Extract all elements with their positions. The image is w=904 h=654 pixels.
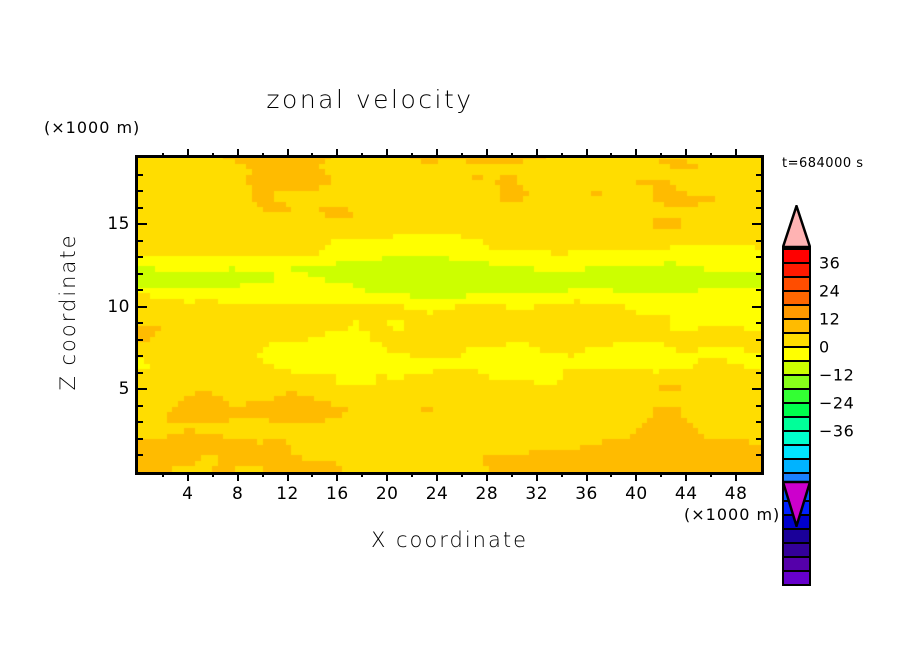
- x-axis-tick-label: 12: [276, 484, 299, 504]
- x-axis-tick-label: 8: [232, 484, 244, 504]
- colorbar-cell: [784, 390, 809, 404]
- colorbar-cell: [784, 320, 809, 334]
- colorbar-cell: [784, 250, 809, 264]
- x-axis-tick-label: 16: [326, 484, 349, 504]
- colorbar-cell: [784, 544, 809, 558]
- y-axis-tick-label: 5: [118, 379, 130, 400]
- colorbar-cell: [784, 292, 809, 306]
- x-axis-tick-label: 44: [674, 484, 698, 504]
- colorbar-low-overflow-arrow: [782, 480, 811, 527]
- colorbar-cell: [784, 404, 809, 418]
- colorbar-cell: [784, 306, 809, 320]
- colorbar-cell: [784, 530, 809, 544]
- colorbar-cell: [784, 558, 809, 572]
- colorbar-cell: [784, 278, 809, 292]
- timestamp-annotation: t=684000 s: [782, 156, 864, 171]
- x-axis-tick-label: 28: [475, 484, 499, 504]
- contour-plot-area: [135, 155, 764, 475]
- x-axis-unit-label: (×1000 m): [684, 505, 781, 524]
- colorbar-cell: [784, 460, 809, 474]
- x-axis-tick-label: 20: [375, 484, 399, 504]
- colorbar-cell: [784, 432, 809, 446]
- colorbar-tick-label: 36: [819, 253, 841, 273]
- colorbar-cell: [784, 264, 809, 278]
- colorbar-cell: [784, 446, 809, 460]
- x-axis-title: X coordinate: [370, 528, 529, 552]
- colorbar-tick-label: −12: [819, 365, 855, 385]
- colorbar-cell: [784, 376, 809, 390]
- contour-field: [138, 158, 761, 472]
- colorbar-tick-label: 24: [819, 281, 841, 301]
- page-title: zonal velocity: [266, 85, 474, 114]
- colorbar-tick-label: −24: [819, 393, 855, 413]
- x-axis-tick-label: 48: [724, 484, 748, 504]
- colorbar-cell: [784, 572, 809, 584]
- colorbar-tick-label: −36: [819, 421, 855, 441]
- colorbar-cell: [784, 418, 809, 432]
- y-axis-unit-label: (×1000 m): [44, 118, 141, 137]
- colorbar-tick-label: 0: [819, 337, 830, 357]
- colorbar-cell: [784, 362, 809, 376]
- y-axis-title: Z coordinate: [56, 233, 80, 391]
- x-axis-tick-label: 32: [525, 484, 549, 504]
- colorbar-cell: [784, 334, 809, 348]
- x-axis-tick-label: 36: [575, 484, 598, 504]
- y-axis-tick-label: 10: [107, 296, 130, 317]
- colorbar-tick-label: 12: [819, 309, 841, 329]
- x-axis-tick-label: 4: [182, 484, 194, 504]
- x-axis-tick-label: 24: [425, 484, 449, 504]
- colorbar-cell: [784, 348, 809, 362]
- colorbar-high-overflow-arrow: [782, 205, 811, 248]
- colorbar-cells: [782, 248, 811, 586]
- colorbar: 36 24 12 0 −12 −24 −36: [779, 205, 854, 586]
- x-axis-tick-label: 40: [625, 484, 648, 504]
- y-axis-tick-label: 15: [107, 214, 130, 235]
